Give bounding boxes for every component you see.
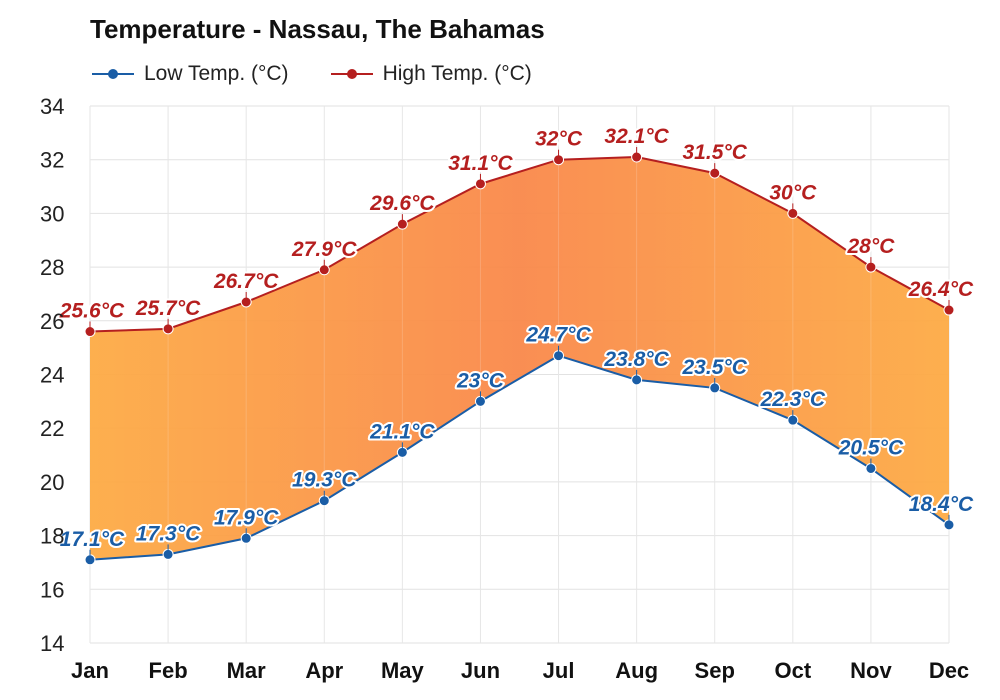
y-tick-label: 18 xyxy=(40,524,64,549)
x-tick-label: Oct xyxy=(774,658,811,683)
legend-item-low[interactable]: Low Temp. (°C) xyxy=(90,62,289,86)
x-tick-label: Feb xyxy=(149,658,188,683)
low-temp-point[interactable] xyxy=(553,350,565,362)
high-temp-point[interactable] xyxy=(865,261,877,273)
legend: Low Temp. (°C) High Temp. (°C) xyxy=(90,62,532,86)
low-temp-data-label: 17.1°C xyxy=(60,528,125,551)
y-tick-label: 16 xyxy=(40,577,64,602)
low-temp-data-label: 20.5°C xyxy=(838,436,904,459)
y-tick-label: 30 xyxy=(40,201,64,226)
low-temp-point[interactable] xyxy=(865,462,877,474)
low-temp-data-label: 23.5°C xyxy=(682,356,748,379)
high-temp-point[interactable] xyxy=(474,178,486,190)
legend-low-marker-icon xyxy=(92,69,134,79)
high-temp-data-label: 31.1°C xyxy=(448,152,513,175)
high-temp-data-label: 32.1°C xyxy=(604,125,669,148)
high-temp-data-label: 25.7°C xyxy=(135,297,201,320)
high-temp-data-label: 30°C xyxy=(769,181,817,204)
temperature-range-area xyxy=(90,157,949,560)
low-temp-point[interactable] xyxy=(474,395,486,407)
high-temp-data-label: 25.6°C xyxy=(59,300,125,323)
y-tick-label: 28 xyxy=(40,255,64,280)
range-fill-area xyxy=(90,157,949,560)
data-labels: 17.1°C 17.3°C 17.9°C 19.3°C 21.1°C 23°C 24.7°C… xyxy=(57,123,976,553)
x-tick-label: Jun xyxy=(461,658,500,683)
y-tick-label: 34 xyxy=(40,94,64,119)
high-temp-point[interactable] xyxy=(943,304,955,316)
y-tick-label: 20 xyxy=(40,470,64,495)
series-lines xyxy=(89,156,950,561)
legend-item-high[interactable]: High Temp. (°C) xyxy=(329,62,532,86)
low-temp-data-label: 18.4°C xyxy=(909,493,974,516)
low-temp-point[interactable] xyxy=(787,414,799,426)
high-temp-point[interactable] xyxy=(318,264,330,276)
high-temp-point[interactable] xyxy=(709,167,721,179)
low-temp-point[interactable] xyxy=(709,382,721,394)
high-temp-point[interactable] xyxy=(553,154,565,166)
high-temp-point[interactable] xyxy=(631,151,643,163)
low-temp-data-label: 23.8°C xyxy=(603,348,669,371)
x-tick-label: May xyxy=(381,658,425,683)
chart-title: Temperature - Nassau, The Bahamas xyxy=(90,14,545,44)
legend-high-label: High Temp. (°C) xyxy=(382,62,532,85)
low-temp-point[interactable] xyxy=(162,548,174,560)
low-temp-data-label: 17.9°C xyxy=(214,506,279,529)
low-temp-data-label: 23°C xyxy=(456,369,505,392)
low-temp-point[interactable] xyxy=(318,495,330,507)
low-temp-data-label: 19.3°C xyxy=(292,469,357,492)
low-temp-data-label: 17.3°C xyxy=(136,522,201,545)
legend-high-marker-icon xyxy=(330,69,373,79)
high-temp-data-label: 26.4°C xyxy=(908,278,974,301)
low-temp-line xyxy=(89,354,950,561)
low-temp-data-label: 24.7°C xyxy=(525,324,591,347)
high-temp-point[interactable] xyxy=(396,218,408,230)
x-tick-label: Jul xyxy=(543,658,575,683)
high-temp-data-label: 32°C xyxy=(535,128,583,151)
y-tick-label: 24 xyxy=(40,363,64,388)
high-temp-data-label: 28°C xyxy=(846,235,895,258)
series-points xyxy=(84,147,955,566)
high-temp-point[interactable] xyxy=(240,296,252,308)
axis-labels: 14 16 18 20 22 24 26 28 30 32 34 Jan Feb Mar Apr May Jun… xyxy=(40,94,969,683)
x-tick-label: Dec xyxy=(929,658,969,683)
high-temp-point[interactable] xyxy=(162,323,174,335)
legend-low-label: Low Temp. (°C) xyxy=(144,62,289,85)
x-tick-label: Sep xyxy=(695,658,735,683)
y-tick-label: 14 xyxy=(40,631,64,656)
high-temp-point[interactable] xyxy=(84,326,96,338)
high-temp-data-label: 31.5°C xyxy=(683,141,748,164)
y-tick-label: 22 xyxy=(40,416,64,441)
high-temp-data-label: 26.7°C xyxy=(213,270,279,293)
low-temp-point[interactable] xyxy=(84,554,96,566)
y-tick-label: 26 xyxy=(40,309,64,334)
low-temp-point[interactable] xyxy=(631,374,643,386)
y-tick-label: 32 xyxy=(40,148,64,173)
low-temp-data-label: 22.3°C xyxy=(760,388,826,411)
x-tick-label: Mar xyxy=(227,658,267,683)
x-tick-label: Nov xyxy=(850,658,892,683)
low-temp-point[interactable] xyxy=(240,532,252,544)
x-tick-label: Aug xyxy=(615,658,658,683)
high-temp-data-label: 27.9°C xyxy=(291,238,357,261)
low-temp-point[interactable] xyxy=(943,519,955,531)
low-temp-data-label: 21.1°C xyxy=(369,420,435,443)
low-temp-point[interactable] xyxy=(396,446,408,458)
x-tick-label: Jan xyxy=(71,658,109,683)
high-temp-data-label: 29.6°C xyxy=(369,192,435,215)
x-tick-label: Apr xyxy=(305,658,343,683)
high-temp-line xyxy=(89,156,950,333)
high-temp-point[interactable] xyxy=(787,207,799,219)
